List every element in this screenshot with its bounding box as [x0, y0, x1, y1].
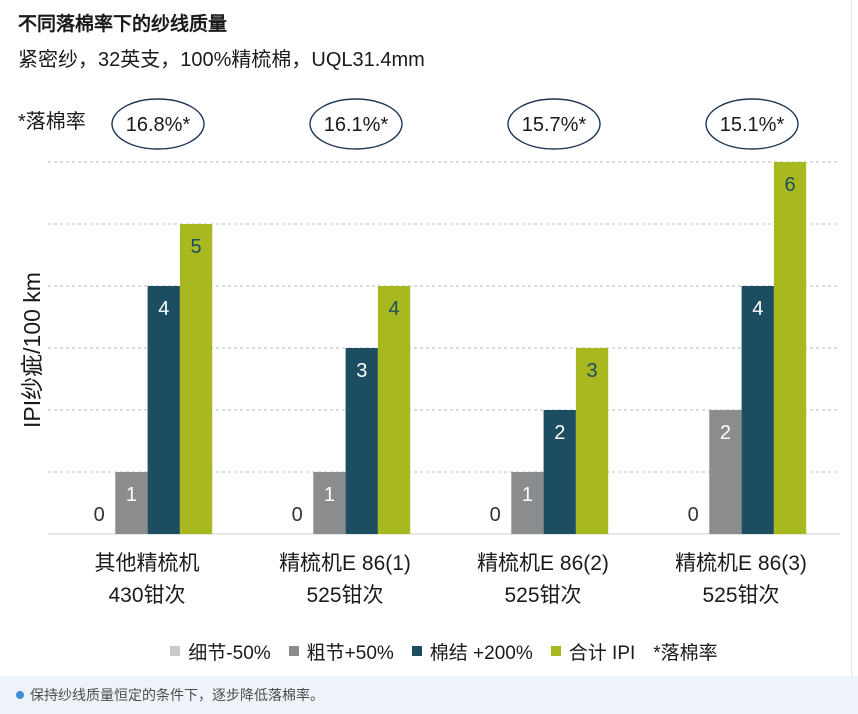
noil-rate-ellipse	[111, 98, 205, 150]
bar-total-ipi	[377, 286, 411, 534]
category-label-name: 其他精梳机	[95, 552, 200, 575]
legend-item-total-ipi: 合计 IPI	[550, 638, 636, 665]
value-label-neps: 4	[752, 298, 763, 320]
value-label-thin-places: 0	[490, 504, 501, 526]
value-label-thick-places: 2	[720, 422, 731, 444]
noil-rate-label: *落棉率	[18, 111, 86, 133]
category-label: 精梳机E 86(2) 525钳次	[477, 552, 609, 607]
value-label-total-ipi: 6	[784, 174, 795, 196]
value-label-neps: 2	[554, 422, 565, 444]
bar-thick-places	[511, 472, 544, 534]
legend-label: 合计 IPI	[568, 642, 636, 664]
bar-thick-places	[709, 410, 742, 534]
y-axis-label: IPI纱疵/100 km	[19, 272, 45, 428]
legend-swatch	[411, 646, 422, 656]
legend-swatch	[288, 646, 299, 656]
noil-rate-annotations: 16.8%* 16.1%* 15.7%* 15.1%*	[111, 98, 799, 150]
category-label-count: 430钳次	[108, 584, 185, 607]
bar-neps	[345, 348, 378, 534]
value-label-thin-places: 0	[688, 504, 699, 526]
value-label-total-ipi: 5	[190, 236, 201, 258]
legend-item-thick-places: 粗节+50%	[288, 638, 394, 665]
bar-thick-places	[313, 472, 346, 534]
bar-total-ipi	[575, 348, 609, 534]
noil-rate-ellipse	[309, 98, 403, 150]
value-label-neps: 4	[158, 298, 169, 320]
caption-text: 保持纱线质量恒定的条件下，逐步降低落棉率。	[30, 687, 324, 703]
bar-total-ipi	[773, 162, 807, 534]
value-label-thick-places: 1	[522, 484, 533, 506]
chart-subtitle: 紧密纱，32英支，100%精梳棉，UQL31.4mm	[18, 49, 425, 71]
value-label-total-ipi: 3	[586, 360, 597, 382]
legend-noil-rate-note: *落棉率	[653, 642, 718, 664]
bar-neps	[543, 410, 576, 534]
noil-rate-ellipse	[507, 98, 601, 150]
legend-label: 棉结 +200%	[429, 642, 533, 664]
bar-neps	[147, 286, 180, 534]
bar-total-ipi	[179, 224, 213, 534]
value-label-thick-places: 1	[324, 484, 335, 506]
category-label: 精梳机E 86(3) 525钳次	[675, 552, 807, 607]
legend-label: 粗节+50%	[306, 642, 394, 664]
noil-rate-ellipse	[705, 98, 799, 150]
category-label-name: 精梳机E 86(1)	[279, 552, 411, 575]
noil-rate-value: 15.7%*	[522, 114, 587, 136]
legend-swatch	[170, 646, 181, 656]
bar-chart: 16.8%* 16.1%* 15.7%* 15.1%* 014501340123024…	[19, 98, 840, 607]
category-label-name: 精梳机E 86(3)	[675, 552, 807, 575]
noil-rate-value: 16.1%*	[324, 114, 389, 136]
value-label-thin-places: 0	[94, 504, 105, 526]
category-label-name: 精梳机E 86(2)	[477, 552, 609, 575]
noil-rate-value: 16.8%*	[126, 114, 191, 136]
legend-item-neps: 棉结 +200%	[411, 638, 533, 665]
noil-rate-value: 15.1%*	[720, 114, 785, 136]
bars	[115, 162, 807, 534]
bar-neps	[741, 286, 774, 534]
category-label-count: 525钳次	[306, 584, 383, 607]
value-label-neps: 3	[356, 360, 367, 382]
bar-thick-places	[115, 472, 148, 534]
legend-label: 细节-50%	[188, 642, 271, 664]
value-label-total-ipi: 4	[388, 298, 399, 320]
category-label-count: 525钳次	[504, 584, 581, 607]
bullet-dot-icon	[16, 691, 24, 699]
chart-title: 不同落棉率下的纱线质量	[18, 14, 228, 35]
caption-bar: 保持纱线质量恒定的条件下，逐步降低落棉率。	[0, 676, 858, 714]
category-labels: 其他精梳机 430钳次 精梳机E 86(1) 525钳次 精梳机E 86(2) 525钳次…	[95, 552, 807, 607]
value-label-thick-places: 1	[126, 484, 137, 506]
legend-item-thin-places: 细节-50%	[170, 638, 271, 665]
legend: 细节-50% 粗节+50% 棉结 +200% 合计 IPI *落棉率	[48, 638, 840, 664]
category-label: 其他精梳机 430钳次	[95, 552, 200, 607]
category-label: 精梳机E 86(1) 525钳次	[279, 552, 411, 607]
category-label-count: 525钳次	[702, 584, 779, 607]
value-label-thin-places: 0	[292, 504, 303, 526]
legend-swatch	[550, 646, 561, 656]
